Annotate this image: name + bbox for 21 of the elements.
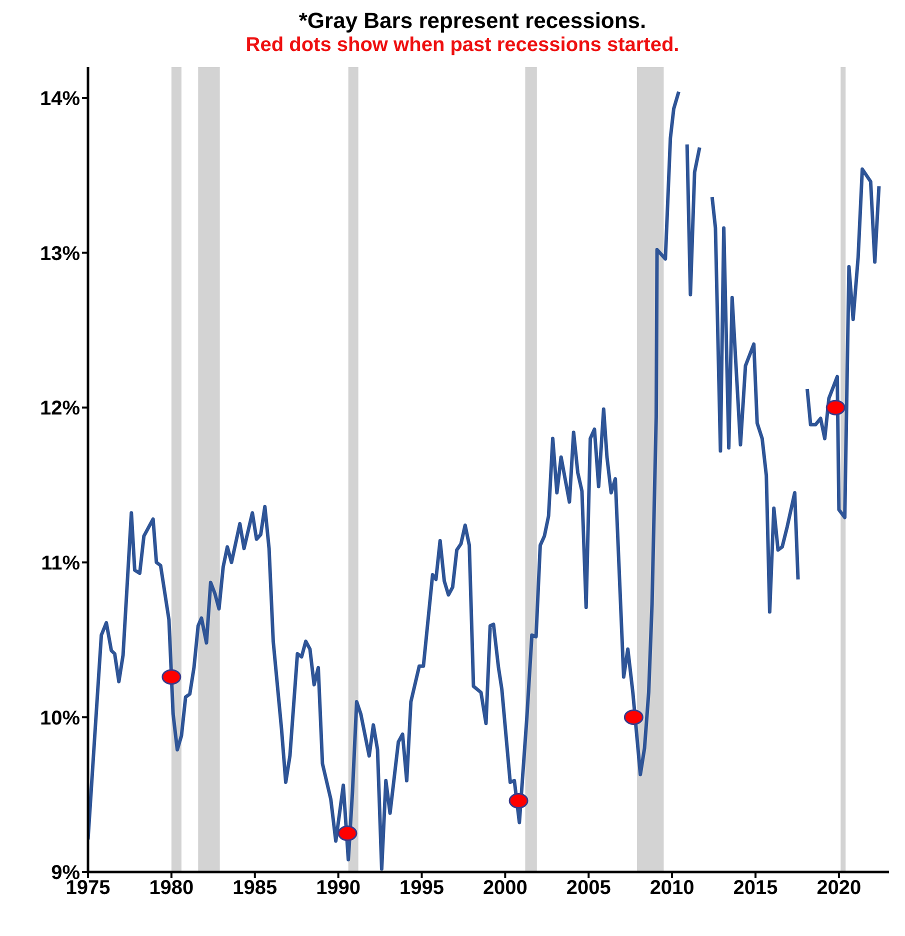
x-tick-label: 1990 xyxy=(316,877,361,900)
y-tick-label: 11% xyxy=(41,552,80,574)
x-tick-label: 1980 xyxy=(149,877,194,900)
x-tick-label: 2015 xyxy=(733,877,778,900)
point xyxy=(162,669,182,685)
y-tick-label: 10% xyxy=(40,707,80,730)
x-tick-label: 1995 xyxy=(400,877,444,900)
point xyxy=(338,826,358,842)
x-tick-label: 2010 xyxy=(650,877,694,900)
y-tick-label: 12% xyxy=(40,398,80,420)
y-tick-label: 13% xyxy=(40,242,80,265)
point xyxy=(624,709,644,725)
chart-title: *Gray Bars represent recessions. xyxy=(298,8,648,34)
point xyxy=(508,793,528,809)
x-tick-label: 2005 xyxy=(566,877,611,900)
point xyxy=(826,400,846,416)
x-tick-label: 1985 xyxy=(232,877,278,900)
y-tick-label: 14% xyxy=(40,88,80,110)
x-tick-label: 2000 xyxy=(482,877,528,900)
chart-subtitle: Red dots show when past recessions started. xyxy=(244,34,680,57)
x-tick-label: 2020 xyxy=(816,877,862,900)
